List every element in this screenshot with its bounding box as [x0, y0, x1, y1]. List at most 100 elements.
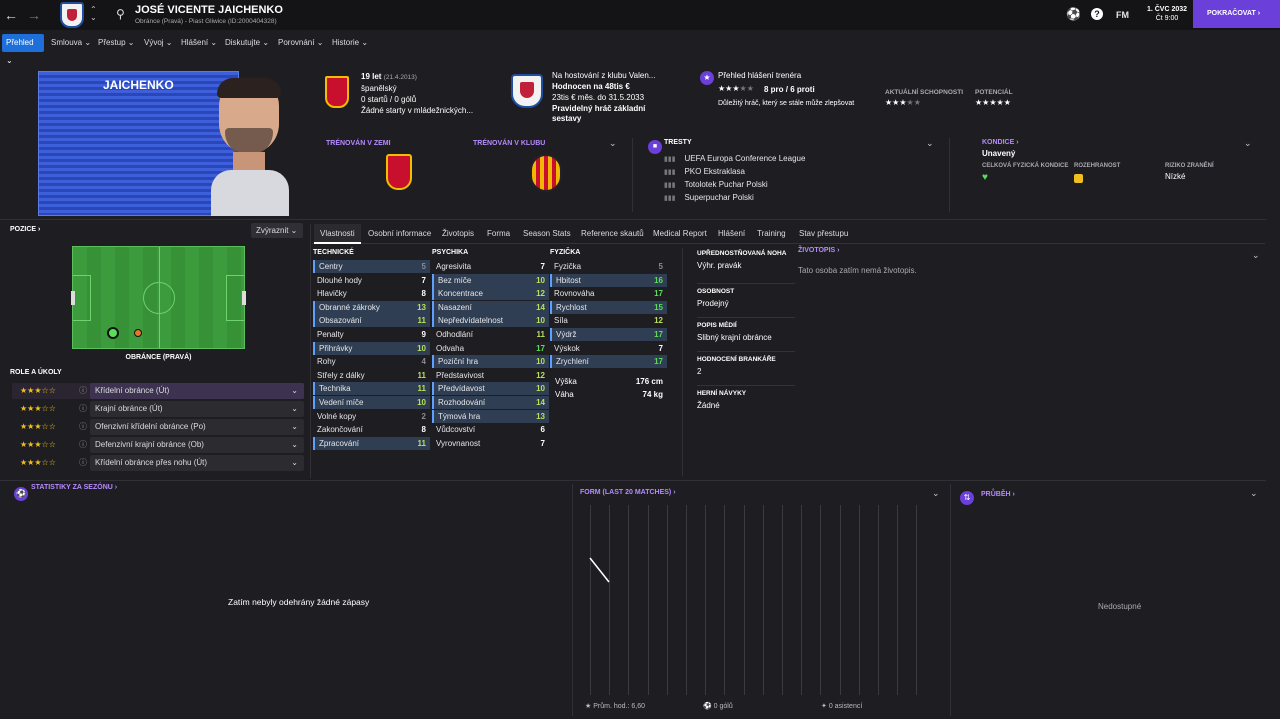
attribute-row[interactable]: Obranné zákroky 13 — [313, 300, 430, 314]
info-icon[interactable]: ⓘ — [79, 386, 87, 395]
attribute-row[interactable]: Technika 11 — [313, 382, 430, 396]
attribute-row[interactable]: Bez míče 10 — [432, 273, 549, 287]
attribute-row[interactable]: Vedení míče 10 — [313, 396, 430, 409]
attribute-row[interactable]: Odvaha 17 — [432, 342, 549, 355]
loan-from[interactable]: Na hostování z klubu Valen... — [552, 71, 656, 80]
role-dropdown[interactable]: Křídelní obránce (Út) ⌄ — [90, 383, 304, 399]
attribute-row[interactable]: Střely z dálky 11 — [313, 369, 430, 382]
attribute-row[interactable]: Rozhodování 14 — [432, 396, 549, 409]
attribute-row[interactable]: Nasazení 14 — [432, 300, 549, 314]
attribute-row[interactable]: Předvídavost 10 — [432, 382, 549, 396]
search-icon[interactable]: ⚲ — [116, 7, 125, 21]
tab-attributes[interactable]: Vlastnosti — [314, 224, 361, 244]
trained-expand-icon[interactable]: ⌄ — [609, 138, 617, 148]
tab-season-stats[interactable]: Season Stats — [523, 229, 571, 238]
nav-compare[interactable]: Porovnání ⌄ — [278, 38, 324, 47]
attribute-row[interactable]: Výskok 7 — [550, 342, 667, 355]
back-arrow-icon[interactable]: ← — [4, 7, 18, 23]
tab-personal[interactable]: Osobní informace — [368, 229, 432, 238]
attribute-row[interactable]: Rohy 4 — [313, 355, 430, 368]
form-title[interactable]: FORM (LAST 20 MATCHES) › — [580, 489, 676, 496]
attribute-row[interactable]: Týmová hra 13 — [432, 409, 549, 423]
role-row[interactable]: ★★★☆☆ ⓘ Křídelní obránce přes nohu (Út) ⌄ — [12, 455, 304, 471]
trophy-item: ▮▮▮ Totolotek Puchar Polski — [664, 180, 768, 189]
attribute-row[interactable]: Síla 12 — [550, 314, 667, 327]
condition-title[interactable]: KONDICE › — [982, 139, 1019, 146]
nav-development[interactable]: Vývoj ⌄ — [144, 38, 173, 47]
nav-contract[interactable]: Smlouva ⌄ — [51, 38, 92, 47]
form-gridline — [858, 505, 860, 695]
attribute-row[interactable]: Zrychlení 17 — [550, 355, 667, 369]
season-title[interactable]: STATISTIKY ZA SEZÓNU › — [31, 484, 118, 491]
weight-value: 74 kg — [642, 390, 663, 399]
progress-expand-icon[interactable]: ⌄ — [1250, 488, 1258, 498]
nav-overview[interactable]: Přehled ⌄ — [2, 34, 44, 65]
attribute-row[interactable]: Rychlost 15 — [550, 300, 667, 314]
forward-arrow-icon[interactable]: → — [27, 7, 41, 23]
highlight-dropdown[interactable]: Zvýraznit ⌄ — [251, 223, 303, 238]
attribute-row[interactable]: Zpracování 11 — [313, 436, 430, 450]
weight-label: Váha — [555, 390, 574, 399]
coach-report-title[interactable]: Přehled hlášení trenéra — [718, 71, 802, 80]
role-dropdown[interactable]: Krajní obránce (Út) ⌄ — [90, 401, 304, 417]
tab-reports[interactable]: Hlášení — [718, 229, 746, 238]
position-title[interactable]: POZICE › — [10, 226, 41, 233]
star-icon: ★ — [585, 703, 592, 710]
bio-expand-icon[interactable]: ⌄ — [1252, 250, 1260, 260]
role-row[interactable]: ★★★☆☆ ⓘ Křídelní obránce (Út) ⌄ — [12, 383, 304, 399]
bio-title[interactable]: ŽIVOTOPIS › — [798, 247, 840, 254]
attribute-value: 12 — [654, 316, 663, 326]
attribute-row[interactable]: Vůdcovství 6 — [432, 423, 549, 436]
trophies-expand-icon[interactable]: ⌄ — [926, 138, 934, 148]
tab-bio[interactable]: Životopis — [442, 229, 475, 238]
attribute-row[interactable]: Hlavičky 8 — [313, 287, 430, 300]
info-icon[interactable]: ⓘ — [79, 422, 87, 431]
attribute-row[interactable]: Hbitost 16 — [550, 273, 667, 287]
attribute-row[interactable]: Nepředvídatelnost 10 — [432, 314, 549, 328]
tab-scout[interactable]: Reference skautů — [581, 229, 644, 238]
info-icon[interactable]: ⓘ — [79, 404, 87, 413]
attribute-row[interactable]: Volné kopy 2 — [313, 410, 430, 423]
attribute-row[interactable]: Koncentrace 12 — [432, 287, 549, 301]
nav-history[interactable]: Historie ⌄ — [332, 38, 369, 47]
role-dropdown[interactable]: Křídelní obránce přes nohu (Út) ⌄ — [90, 455, 304, 471]
progress-title[interactable]: PRŮBĚH › — [981, 491, 1015, 498]
nav-reports[interactable]: Hlášení ⌄ — [181, 38, 218, 47]
attribute-row[interactable]: Fyzička 5 — [550, 260, 667, 273]
chevron-updown-icon[interactable]: ⌃ ⌄ — [90, 5, 97, 22]
club-badge-icon[interactable] — [60, 2, 84, 28]
info-icon[interactable]: ⓘ — [79, 440, 87, 449]
role-row[interactable]: ★★★☆☆ ⓘ Defenzivní krajní obránce (Ob) ⌄ — [12, 437, 304, 453]
tab-training[interactable]: Training — [757, 229, 786, 238]
nav-transfer[interactable]: Přestup ⌄ — [98, 38, 135, 47]
attribute-row[interactable]: Dlouhé hody 7 — [313, 274, 430, 287]
condition-expand-icon[interactable]: ⌄ — [1244, 138, 1252, 148]
attribute-row[interactable]: Odhodlání 11 — [432, 328, 549, 341]
attribute-row[interactable]: Zakončování 8 — [313, 423, 430, 436]
continue-button[interactable]: POKRAČOVAT › — [1193, 0, 1280, 28]
fm-menu-button[interactable]: FM — [1116, 10, 1129, 20]
role-row[interactable]: ★★★☆☆ ⓘ Ofenzivní křídelní obránce (Po) ⌄ — [12, 419, 304, 435]
attribute-row[interactable]: Agresivita 7 — [432, 260, 549, 273]
tab-transfer-status[interactable]: Stav přestupu — [799, 229, 849, 238]
attribute-row[interactable]: Penalty 9 — [313, 328, 430, 341]
attribute-row[interactable]: Obsazování 11 — [313, 314, 430, 328]
role-dropdown[interactable]: Defenzivní krajní obránce (Ob) ⌄ — [90, 437, 304, 453]
tab-form[interactable]: Forma — [487, 229, 511, 238]
info-icon[interactable]: ⓘ — [79, 458, 87, 467]
attribute-row[interactable]: Vyrovnanost 7 — [432, 437, 549, 450]
help-icon[interactable]: ? — [1091, 8, 1103, 20]
nav-discuss[interactable]: Diskutujte ⌄ — [225, 38, 270, 47]
attribute-row[interactable]: Poziční hra 10 — [432, 355, 549, 369]
attribute-row[interactable]: Přihrávky 10 — [313, 341, 430, 355]
attribute-row[interactable]: Centry 5 — [313, 260, 430, 273]
tab-medical[interactable]: Medical Report — [653, 229, 707, 238]
role-row[interactable]: ★★★☆☆ ⓘ Krajní obránce (Út) ⌄ — [12, 401, 304, 417]
side-item: POPIS MÉDIÍ Slibný krajní obránce — [697, 318, 795, 352]
attribute-row[interactable]: Rovnováha 17 — [550, 287, 667, 300]
attribute-row[interactable]: Představivost 12 — [432, 369, 549, 382]
attribute-row[interactable]: Výdrž 17 — [550, 328, 667, 341]
role-dropdown[interactable]: Ofenzivní křídelní obránce (Po) ⌄ — [90, 419, 304, 435]
form-expand-icon[interactable]: ⌄ — [932, 488, 940, 498]
soccer-ball-icon[interactable]: ⚽ — [1066, 7, 1081, 21]
